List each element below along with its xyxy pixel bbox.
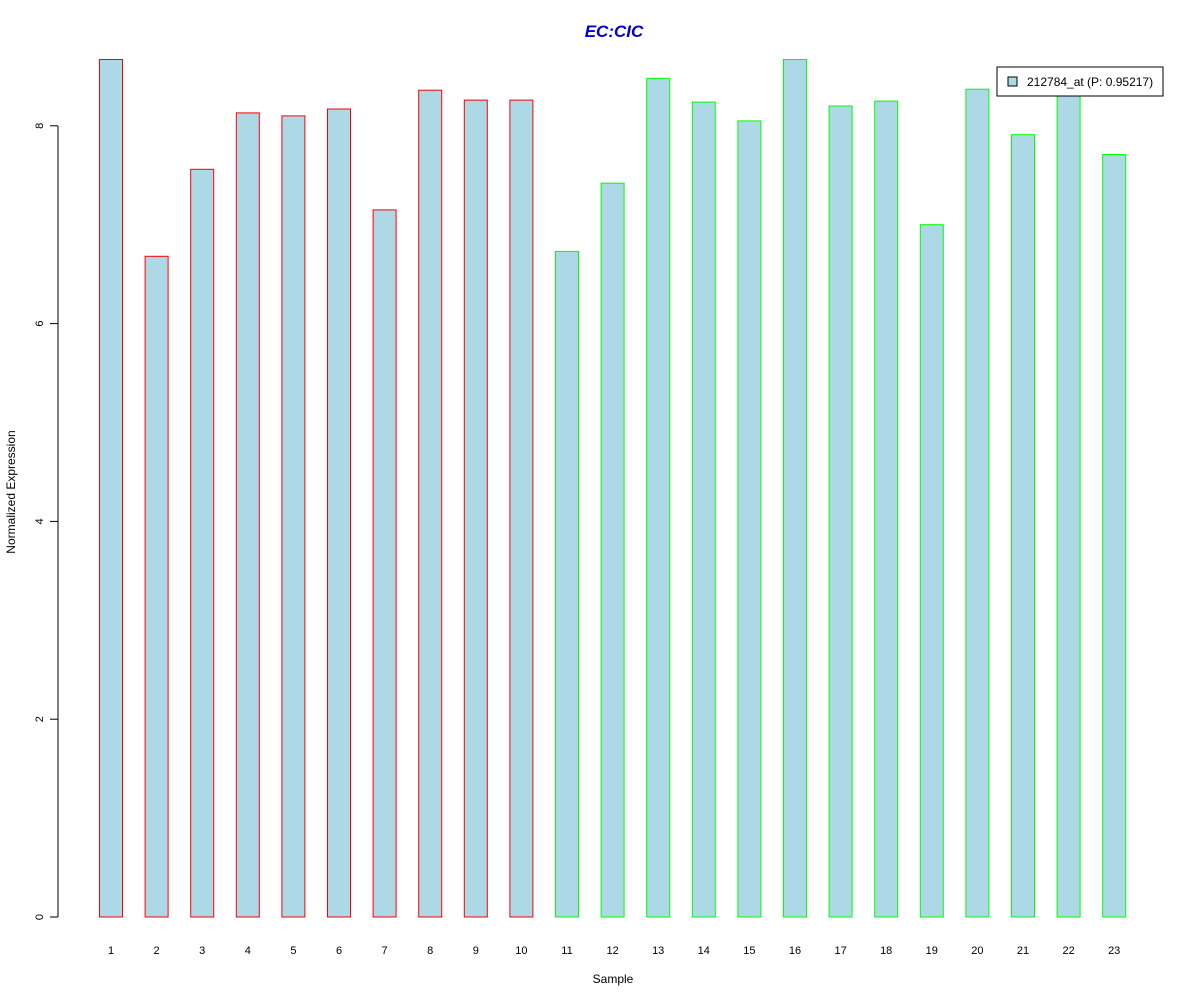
x-tick-label: 1 xyxy=(108,945,114,957)
y-tick-label: 0 xyxy=(34,914,46,920)
bar-sample-2 xyxy=(144,255,169,918)
x-tick-label: 4 xyxy=(245,945,251,957)
bar-sample-12 xyxy=(600,182,625,918)
legend-label: 212784_at (P: 0.95217) xyxy=(1027,75,1153,89)
bar-sample-22 xyxy=(1056,92,1081,918)
bar-sample-3 xyxy=(190,168,215,918)
x-tick-label: 16 xyxy=(789,945,801,957)
bar-sample-8 xyxy=(418,89,443,918)
x-tick-label: 18 xyxy=(880,945,892,957)
x-tick-label: 13 xyxy=(652,945,664,957)
x-tick-label: 12 xyxy=(606,945,618,957)
bar-sample-20 xyxy=(965,88,990,918)
y-tick-label: 6 xyxy=(34,321,46,327)
x-tick-label: 9 xyxy=(473,945,479,957)
bar-sample-9 xyxy=(463,99,488,918)
y-tick-label: 8 xyxy=(34,123,46,129)
x-tick-label: 5 xyxy=(290,945,296,957)
bar-sample-14 xyxy=(691,101,716,918)
bar-sample-16 xyxy=(783,59,807,918)
bar-sample-19 xyxy=(919,224,944,918)
x-tick-label: 17 xyxy=(834,945,846,957)
bar-sample-17 xyxy=(828,105,853,918)
bar-sample-23 xyxy=(1102,154,1127,918)
y-tick-label: 2 xyxy=(34,716,46,722)
x-tick-label: 14 xyxy=(698,945,710,957)
bar-sample-5 xyxy=(281,115,306,918)
x-tick-label: 11 xyxy=(561,945,572,957)
x-tick-label: 21 xyxy=(1017,945,1029,957)
legend-box xyxy=(996,66,1164,97)
x-tick-label: 2 xyxy=(154,945,160,957)
bars xyxy=(99,59,1127,918)
x-tick-label: 19 xyxy=(926,945,938,957)
x-tick-label: 7 xyxy=(382,945,388,957)
x-tick-label: 6 xyxy=(336,945,342,957)
bar-sample-18 xyxy=(874,100,899,918)
bar-sample-6 xyxy=(327,108,351,918)
x-tick-label: 3 xyxy=(199,945,205,957)
x-tick-label: 10 xyxy=(515,945,527,957)
bar-sample-13 xyxy=(646,77,671,918)
bar-sample-7 xyxy=(372,209,397,918)
x-tick-label: 8 xyxy=(427,945,433,957)
y-tick-label: 4 xyxy=(34,518,46,524)
legend-swatch xyxy=(1007,76,1018,87)
x-axis-label: Sample xyxy=(593,972,634,986)
bar-sample-15 xyxy=(737,120,762,918)
y-axis-label: Normalized Expression xyxy=(4,430,18,553)
y-axis: 0 2 4 6 8 xyxy=(34,123,58,920)
bar-sample-21 xyxy=(1011,134,1035,918)
legend: 212784_at (P: 0.95217) xyxy=(996,66,1164,97)
x-axis-tick-labels: 1 2 3 4 5 6 7 8 9 10 11 12 13 14 15 16 17 18 19 20 21 22 23 xyxy=(108,945,1120,957)
x-tick-label: 22 xyxy=(1062,945,1074,957)
x-tick-label: 20 xyxy=(971,945,983,957)
x-tick-label: 15 xyxy=(743,945,755,957)
chart-title: EC:CIC xyxy=(585,22,644,41)
bar-sample-11 xyxy=(555,250,579,918)
bar-sample-10 xyxy=(509,99,534,918)
x-tick-label: 23 xyxy=(1108,945,1120,957)
bar-sample-4 xyxy=(235,112,260,918)
bar-sample-1 xyxy=(99,59,123,918)
